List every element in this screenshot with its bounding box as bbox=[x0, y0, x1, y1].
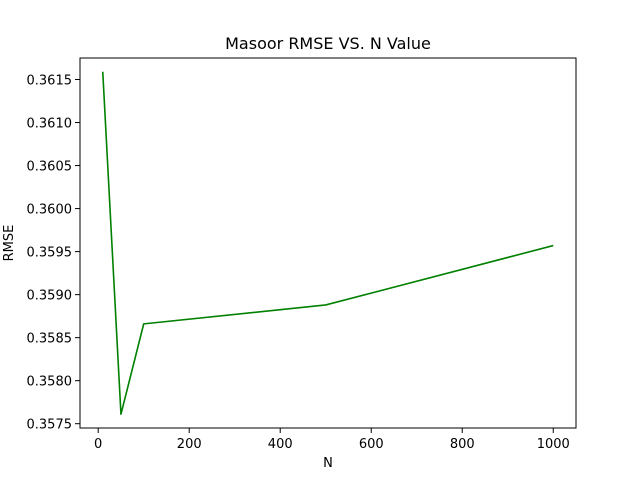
x-tick-label: 800 bbox=[450, 437, 475, 452]
y-tick-label: 0.3605 bbox=[27, 160, 73, 175]
y-tick-label: 0.3610 bbox=[27, 117, 73, 132]
x-axis-ticks: 0 200 400 600 800 1000 bbox=[94, 428, 570, 452]
plot-area bbox=[80, 58, 576, 428]
y-tick-label: 0.3615 bbox=[27, 74, 73, 89]
x-tick-label: 0 bbox=[94, 437, 102, 452]
y-tick-label: 0.3600 bbox=[27, 203, 73, 218]
x-tick-label: 1000 bbox=[537, 437, 570, 452]
rmse-series-line bbox=[101, 71, 554, 416]
x-axis-label: N bbox=[323, 456, 333, 471]
plot-frame bbox=[79, 57, 577, 429]
y-tick-label: 0.3595 bbox=[27, 246, 73, 261]
x-tick-label: 200 bbox=[177, 437, 202, 452]
series-layer bbox=[101, 71, 554, 416]
y-axis-ticks: 0.3575 0.3580 0.3585 0.3590 0.3595 0.3600 0.36… bbox=[27, 74, 80, 433]
x-tick-label: 400 bbox=[268, 437, 293, 452]
y-axis-label: RMSE bbox=[2, 225, 17, 262]
chart-title: Masoor RMSE VS. N Value bbox=[225, 34, 431, 53]
x-tick-label: 600 bbox=[359, 437, 384, 452]
y-tick-label: 0.3580 bbox=[27, 375, 73, 390]
y-tick-label: 0.3590 bbox=[27, 289, 73, 304]
y-tick-label: 0.3585 bbox=[27, 332, 73, 347]
y-tick-label: 0.3575 bbox=[27, 418, 73, 433]
